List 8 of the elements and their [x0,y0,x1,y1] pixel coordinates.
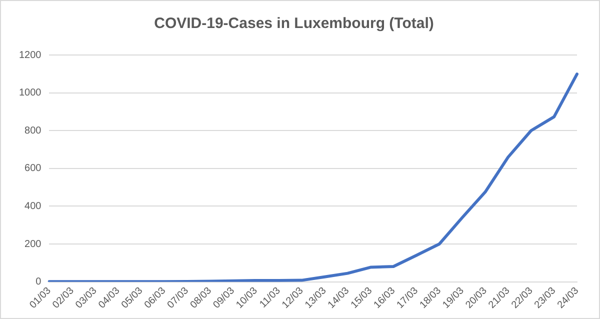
chart-title: COVID-19-Cases in Luxembourg (Total) [154,15,434,32]
y-tick-label: 800 [24,125,42,136]
y-tick-label: 600 [24,163,42,174]
y-tick-label: 1000 [18,88,42,99]
y-tick-label: 400 [24,200,42,212]
y-tick-label: 0 [36,276,42,288]
y-tick-label: 200 [24,238,42,250]
y-tick-label: 1200 [18,50,42,61]
